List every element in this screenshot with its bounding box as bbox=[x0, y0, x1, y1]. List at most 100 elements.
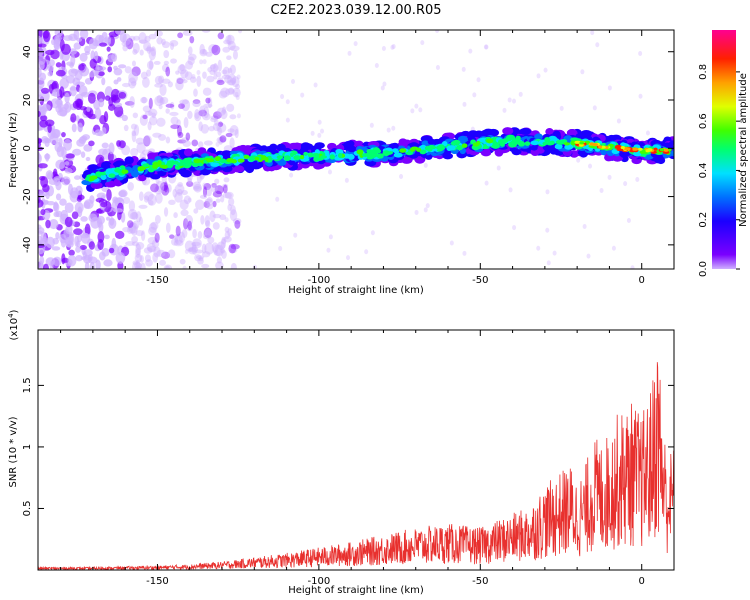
heatmap-cell bbox=[165, 108, 170, 114]
heatmap-cell bbox=[64, 92, 70, 104]
heatmap-cell bbox=[38, 137, 43, 144]
heatmap-cell bbox=[145, 69, 152, 77]
heatmap-cell bbox=[163, 207, 169, 217]
heatmap-cell bbox=[183, 195, 192, 205]
heatmap-cell bbox=[166, 160, 173, 165]
heatmap-cell bbox=[174, 233, 183, 246]
heatmap-cell bbox=[148, 148, 155, 153]
heatmap-cell bbox=[144, 110, 153, 116]
heatmap-cell bbox=[343, 153, 351, 159]
heatmap-cell bbox=[155, 180, 165, 193]
heatmap-cell bbox=[199, 105, 206, 116]
heatmap-cell bbox=[53, 38, 60, 50]
heatmap-cell bbox=[564, 144, 574, 150]
heatmap-cell bbox=[143, 191, 154, 201]
heatmap-cell bbox=[203, 235, 211, 240]
x-tick-label: -100 bbox=[308, 275, 331, 286]
heatmap-cell bbox=[181, 99, 191, 112]
heatmap-cell bbox=[81, 232, 91, 244]
heatmap-cell bbox=[133, 35, 140, 41]
heatmap-cell bbox=[148, 222, 158, 234]
y-tick-label: -40 bbox=[22, 237, 33, 253]
heatmap-cell bbox=[61, 146, 67, 159]
heatmap-cell bbox=[226, 79, 236, 86]
heatmap-cell bbox=[199, 59, 204, 65]
heatmap-cell bbox=[229, 137, 235, 149]
heatmap-cell bbox=[145, 259, 153, 267]
heatmap-cell bbox=[114, 30, 125, 36]
heatmap-cell bbox=[74, 201, 84, 214]
heatmap-cell bbox=[435, 65, 440, 71]
heatmap-cell bbox=[169, 101, 175, 110]
heatmap-cell bbox=[121, 40, 132, 47]
heatmap-cell bbox=[595, 42, 600, 48]
heatmap-cell bbox=[148, 226, 157, 236]
colorbar: 0.0 0.2 0.4 0.6 0.8 Normalized spectral ampl… bbox=[698, 30, 749, 277]
heatmap-cell bbox=[89, 58, 97, 69]
heatmap-cell bbox=[234, 91, 239, 97]
heatmap-cell bbox=[165, 136, 171, 144]
heatmap-cell bbox=[210, 184, 218, 193]
heatmap-cell bbox=[210, 115, 219, 120]
heatmap-cell bbox=[221, 106, 227, 114]
x-tick-label: -50 bbox=[472, 275, 488, 286]
heatmap-cell bbox=[103, 111, 109, 123]
heatmap-cell bbox=[425, 203, 430, 209]
colorbar-tick-label: 0.2 bbox=[698, 212, 709, 228]
heatmap-cell bbox=[300, 92, 305, 98]
heatmap-cell bbox=[199, 48, 208, 57]
heatmap-cell bbox=[491, 143, 500, 149]
heatmap-cell bbox=[135, 248, 141, 259]
heatmap-cell bbox=[161, 63, 170, 73]
heatmap-cell bbox=[59, 198, 67, 206]
heatmap-cell bbox=[301, 143, 314, 151]
heatmap-cell bbox=[48, 59, 55, 67]
heatmap-cell bbox=[555, 140, 563, 145]
heatmap-cell bbox=[55, 232, 60, 240]
heatmap-cell bbox=[269, 143, 278, 151]
heatmap-cell bbox=[186, 224, 193, 232]
heatmap-cell bbox=[108, 173, 116, 178]
heatmap-cell bbox=[103, 259, 113, 267]
heatmap-cell bbox=[42, 263, 50, 269]
heatmap-cell bbox=[235, 83, 241, 90]
heatmap-cell bbox=[280, 94, 285, 100]
heatmap-cell bbox=[95, 259, 101, 269]
heatmap-cell bbox=[155, 192, 163, 204]
heatmap-cell bbox=[200, 124, 210, 134]
heatmap-cell bbox=[53, 201, 59, 211]
heatmap-cell bbox=[113, 79, 119, 85]
heatmap-cell bbox=[61, 131, 66, 138]
heatmap-cell bbox=[202, 186, 207, 198]
heatmap-cell bbox=[182, 140, 192, 148]
heatmap-cell bbox=[461, 66, 466, 72]
heatmap-cell bbox=[211, 242, 219, 253]
heatmap-cell bbox=[143, 135, 152, 146]
heatmap-cell bbox=[174, 184, 185, 195]
heatmap-cell bbox=[576, 157, 581, 163]
heatmap-cell bbox=[125, 38, 134, 50]
heatmap-cell bbox=[398, 138, 408, 146]
heatmap-cell bbox=[346, 140, 355, 148]
heatmap-cell bbox=[638, 93, 643, 99]
heatmap-cell bbox=[211, 44, 221, 56]
heatmap-cell bbox=[149, 59, 154, 71]
heatmap-y-axis-label: Frequency (Hz) bbox=[8, 112, 19, 188]
heatmap-cell bbox=[647, 148, 653, 152]
heatmap-cell bbox=[183, 148, 193, 157]
heatmap-cell bbox=[200, 214, 205, 225]
heatmap-cell bbox=[140, 97, 148, 104]
heatmap-cell bbox=[215, 261, 224, 269]
heatmap-cell bbox=[461, 143, 468, 148]
heatmap-cell bbox=[220, 238, 227, 249]
heatmap-cell bbox=[203, 103, 213, 108]
heatmap-cell bbox=[177, 131, 184, 139]
heatmap-cell bbox=[588, 163, 593, 169]
heatmap-cell bbox=[80, 135, 88, 142]
heatmap-cell bbox=[59, 233, 67, 244]
heatmap-cell bbox=[320, 155, 327, 159]
heatmap-cell bbox=[148, 200, 154, 206]
heatmap-cell bbox=[398, 148, 407, 153]
heatmap-cell bbox=[536, 245, 541, 251]
heatmap-cell bbox=[223, 39, 231, 45]
